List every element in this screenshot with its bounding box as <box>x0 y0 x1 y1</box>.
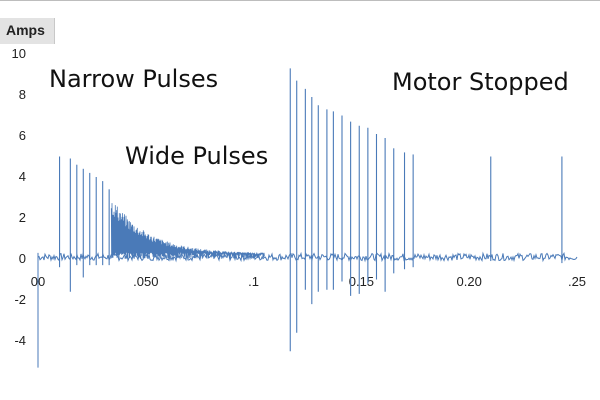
wide-pulse-decay <box>110 203 265 259</box>
y-tick-label: 2 <box>19 210 26 225</box>
y-tick-label: 8 <box>19 87 26 102</box>
y-tick-label: -2 <box>14 292 26 307</box>
annotation-label: Motor Stopped <box>392 68 569 96</box>
y-axis-label: Amps <box>6 22 45 38</box>
annotation-label: Narrow Pulses <box>49 65 218 93</box>
annotation-label: Wide Pulses <box>125 142 268 170</box>
y-tick-label: 10 <box>12 46 26 61</box>
baseline-trace <box>37 251 578 263</box>
x-tick-label: 0.20 <box>457 274 482 289</box>
x-tick-label: .050 <box>133 274 158 289</box>
y-tick-label: -4 <box>14 333 26 348</box>
y-tick-label: 4 <box>19 169 26 184</box>
x-tick-label: .25 <box>568 274 586 289</box>
y-tick-label: 0 <box>19 251 26 266</box>
x-tick-label: .1 <box>248 274 259 289</box>
x-tick-label: 0.15 <box>349 274 374 289</box>
y-tick-label: 6 <box>19 128 26 143</box>
y-axis-unit-box: Amps <box>0 18 55 44</box>
